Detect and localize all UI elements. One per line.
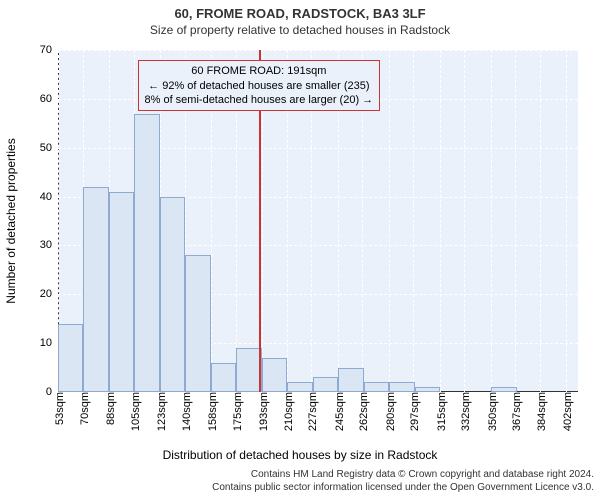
x-tick-label: 297sqm (405, 392, 421, 431)
histogram-bar (58, 324, 83, 392)
x-tick-label: 350sqm (483, 392, 499, 431)
x-tick-label: 70sqm (75, 392, 91, 425)
histogram-bar (338, 368, 363, 392)
gridline-v (464, 50, 465, 392)
annotation-line: 60 FROME ROAD: 191sqm (145, 64, 374, 78)
x-tick-label: 193sqm (254, 392, 270, 431)
x-tick-label: 384sqm (532, 392, 548, 431)
footer-line-1: Contains HM Land Registry data © Crown c… (212, 468, 594, 481)
histogram-bar (287, 382, 312, 392)
annotation-box: 60 FROME ROAD: 191sqm← 92% of detached h… (138, 60, 381, 111)
x-axis-label: Distribution of detached houses by size … (0, 448, 600, 462)
chart-subtitle: Size of property relative to detached ho… (0, 21, 600, 37)
histogram-bar (134, 114, 159, 392)
x-tick-label: 280sqm (381, 392, 397, 431)
y-tick-label: 50 (40, 142, 58, 154)
x-tick-label: 332sqm (456, 392, 472, 431)
x-tick-label: 262sqm (354, 392, 370, 431)
histogram-bar (313, 377, 338, 392)
gridline-h (58, 50, 578, 51)
x-tick-label: 210sqm (279, 392, 295, 431)
y-axis-label: Number of detached properties (4, 138, 18, 303)
chart-title: 60, FROME ROAD, RADSTOCK, BA3 3LF (0, 0, 600, 21)
gridline-v (491, 50, 492, 392)
gridline-v (440, 50, 441, 392)
annotation-line: ← 92% of detached houses are smaller (23… (145, 79, 374, 93)
plot-area: 01020304050607053sqm70sqm88sqm105sqm123s… (58, 50, 578, 392)
y-tick-label: 10 (40, 337, 58, 349)
histogram-bar (364, 382, 389, 392)
x-tick-label: 158sqm (203, 392, 219, 431)
gridline-v (413, 50, 414, 392)
footer-attribution: Contains HM Land Registry data © Crown c… (212, 468, 594, 494)
x-tick-label: 105sqm (126, 392, 142, 431)
x-tick-label: 245sqm (330, 392, 346, 431)
histogram-bar (262, 358, 287, 392)
x-tick-label: 88sqm (101, 392, 117, 425)
x-tick-label: 140sqm (177, 392, 193, 431)
x-tick-label: 53sqm (50, 392, 66, 425)
histogram-bar (211, 363, 236, 392)
histogram-bar (83, 187, 108, 392)
gridline-v (566, 50, 567, 392)
x-tick-label: 175sqm (228, 392, 244, 431)
chart-container: 60, FROME ROAD, RADSTOCK, BA3 3LF Size o… (0, 0, 600, 500)
histogram-bar (185, 255, 210, 392)
x-tick-label: 402sqm (558, 392, 574, 431)
histogram-bar (415, 387, 440, 392)
gridline-v (540, 50, 541, 392)
y-tick-label: 70 (40, 44, 58, 56)
footer-line-2: Contains public sector information licen… (212, 481, 594, 494)
x-tick-label: 315sqm (432, 392, 448, 431)
y-tick-label: 20 (40, 288, 58, 300)
y-tick-label: 60 (40, 93, 58, 105)
histogram-bar (160, 197, 185, 392)
histogram-bar (491, 387, 516, 392)
x-tick-label: 123sqm (152, 392, 168, 431)
x-tick-label: 367sqm (507, 392, 523, 431)
histogram-bar (389, 382, 414, 392)
x-tick-label: 227sqm (303, 392, 319, 431)
y-tick-label: 30 (40, 239, 58, 251)
annotation-line: 8% of semi-detached houses are larger (2… (145, 93, 374, 107)
gridline-v (515, 50, 516, 392)
y-tick-label: 40 (40, 191, 58, 203)
gridline-v (389, 50, 390, 392)
histogram-bar (109, 192, 134, 392)
